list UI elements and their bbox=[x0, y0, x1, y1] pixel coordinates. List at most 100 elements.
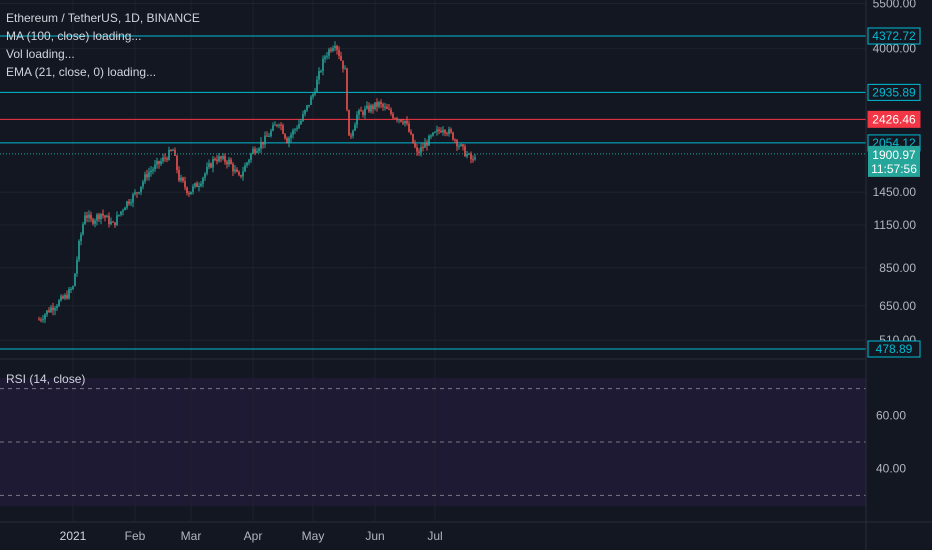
candle-body bbox=[124, 207, 126, 211]
time-tick-label: Mar bbox=[181, 529, 202, 543]
candle-body bbox=[68, 289, 70, 299]
candle-body bbox=[112, 221, 114, 223]
candle-body bbox=[342, 60, 344, 69]
candle-body bbox=[66, 295, 68, 299]
candle-body bbox=[228, 159, 230, 165]
candle-body bbox=[340, 55, 342, 61]
candle-body bbox=[216, 159, 218, 162]
candle-body bbox=[370, 105, 372, 112]
candle-body bbox=[288, 137, 290, 144]
candle-body bbox=[78, 240, 80, 260]
candle-body bbox=[92, 219, 94, 224]
candle-body bbox=[444, 130, 446, 134]
candle-body bbox=[344, 68, 346, 70]
price-tick-label: 5500.00 bbox=[873, 0, 917, 11]
candle-body bbox=[130, 202, 132, 204]
candle-body bbox=[422, 147, 424, 149]
candle-body bbox=[160, 161, 162, 164]
candle-body bbox=[318, 71, 320, 80]
price-tick-label: 1450.00 bbox=[873, 185, 917, 199]
candle-body bbox=[200, 183, 202, 186]
candle-body bbox=[432, 132, 434, 136]
candle-body bbox=[406, 120, 408, 124]
candle-body bbox=[354, 124, 356, 131]
candle-body bbox=[192, 186, 194, 192]
candle-body bbox=[126, 201, 128, 208]
candle-body bbox=[408, 123, 410, 132]
candle-body bbox=[88, 214, 90, 218]
candle-body bbox=[234, 169, 236, 172]
candle-body bbox=[202, 177, 204, 184]
rsi-tick-label: 40.00 bbox=[876, 462, 906, 476]
candle-body bbox=[46, 310, 48, 315]
candle-body bbox=[446, 133, 448, 135]
candle-body bbox=[128, 201, 130, 204]
candle-body bbox=[312, 94, 314, 97]
candle-body bbox=[424, 142, 426, 148]
candle-body bbox=[52, 307, 54, 311]
candle-body bbox=[310, 96, 312, 105]
candle-body bbox=[440, 130, 442, 133]
candle-body bbox=[322, 58, 324, 71]
candle-body bbox=[220, 156, 222, 159]
ema-indicator-label[interactable]: EMA (21, close, 0) loading... bbox=[6, 65, 157, 79]
candle-body bbox=[106, 215, 108, 218]
candle-body bbox=[142, 181, 144, 187]
candle-body bbox=[350, 135, 352, 137]
time-tick-label: 2021 bbox=[60, 529, 87, 543]
candle-body bbox=[368, 105, 370, 112]
candle-body bbox=[296, 128, 298, 130]
candle-body bbox=[330, 49, 332, 51]
candle-body bbox=[384, 106, 386, 108]
vol-indicator-label[interactable]: Vol loading... bbox=[6, 47, 75, 61]
candle-body bbox=[148, 172, 150, 178]
candle-body bbox=[466, 154, 468, 157]
candle-body bbox=[416, 147, 418, 152]
candle-body bbox=[114, 222, 116, 226]
candle-body bbox=[86, 215, 88, 218]
candle-body bbox=[362, 111, 364, 115]
symbol-title[interactable]: Ethereum / TetherUS, 1D, BINANCE bbox=[6, 11, 200, 25]
candle-body bbox=[146, 174, 148, 178]
price-label-2426.46: 2426.46 bbox=[872, 112, 916, 126]
candle-body bbox=[404, 120, 406, 124]
candle-body bbox=[438, 129, 440, 131]
candle-body bbox=[116, 215, 118, 226]
rsi-label[interactable]: RSI (14, close) bbox=[6, 372, 86, 386]
candle-body bbox=[166, 158, 168, 160]
candle-body bbox=[80, 234, 82, 241]
candle-body bbox=[62, 296, 64, 299]
candle-body bbox=[272, 125, 274, 131]
candle-body bbox=[376, 102, 378, 107]
candle-body bbox=[454, 139, 456, 141]
candle-body bbox=[154, 164, 156, 170]
candle-body bbox=[380, 102, 382, 105]
candle-body bbox=[72, 286, 74, 290]
candle-body bbox=[298, 123, 300, 129]
candle-body bbox=[300, 120, 302, 124]
candle-body bbox=[448, 129, 450, 135]
candle-body bbox=[156, 161, 158, 165]
candle-body bbox=[210, 163, 212, 168]
candle-body bbox=[456, 140, 458, 147]
candle-body bbox=[242, 171, 244, 177]
candle-body bbox=[276, 124, 278, 126]
candle-body bbox=[174, 150, 176, 156]
candle-body bbox=[250, 153, 252, 160]
candle-body bbox=[356, 114, 358, 125]
candle-body bbox=[398, 119, 400, 121]
candle-body bbox=[262, 141, 264, 145]
candle-body bbox=[464, 146, 466, 157]
ma-indicator-label[interactable]: MA (100, close) loading... bbox=[6, 29, 142, 43]
candle-body bbox=[282, 125, 284, 134]
candle-body bbox=[96, 214, 98, 221]
candle-body bbox=[120, 211, 122, 215]
candle-body bbox=[84, 215, 86, 225]
candle-body bbox=[188, 192, 190, 195]
candle-body bbox=[426, 142, 428, 146]
candle-body bbox=[244, 165, 246, 172]
candle-body bbox=[254, 148, 256, 153]
price-tick-label: 4000.00 bbox=[873, 42, 917, 56]
